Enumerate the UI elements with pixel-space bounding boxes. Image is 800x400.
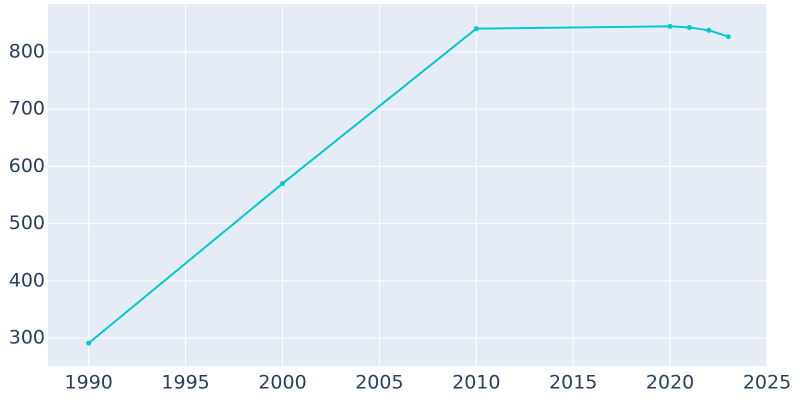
x-tick-label: 2000 — [258, 372, 306, 394]
x-tick-label: 2020 — [646, 372, 694, 394]
y-tick-label: 500 — [9, 212, 45, 234]
point — [706, 27, 712, 33]
x-tick-label: 2005 — [355, 372, 403, 394]
y-tick-label: 600 — [9, 155, 45, 177]
y-tick-label: 700 — [9, 98, 45, 120]
plot-area — [48, 4, 767, 366]
point — [279, 181, 285, 187]
x-tick-label: 2025 — [743, 372, 791, 394]
y-tick-label: 300 — [9, 326, 45, 348]
point — [686, 24, 692, 30]
point — [667, 23, 673, 29]
y-tick-label: 800 — [9, 41, 45, 63]
point — [86, 340, 92, 346]
x-tick-label: 1990 — [65, 372, 113, 394]
point — [725, 34, 731, 40]
x-tick-label: 2015 — [549, 372, 597, 394]
point — [473, 26, 479, 32]
x-tick-label: 1995 — [161, 372, 209, 394]
y-tick-label: 400 — [9, 269, 45, 291]
x-tick-label: 2010 — [452, 372, 500, 394]
